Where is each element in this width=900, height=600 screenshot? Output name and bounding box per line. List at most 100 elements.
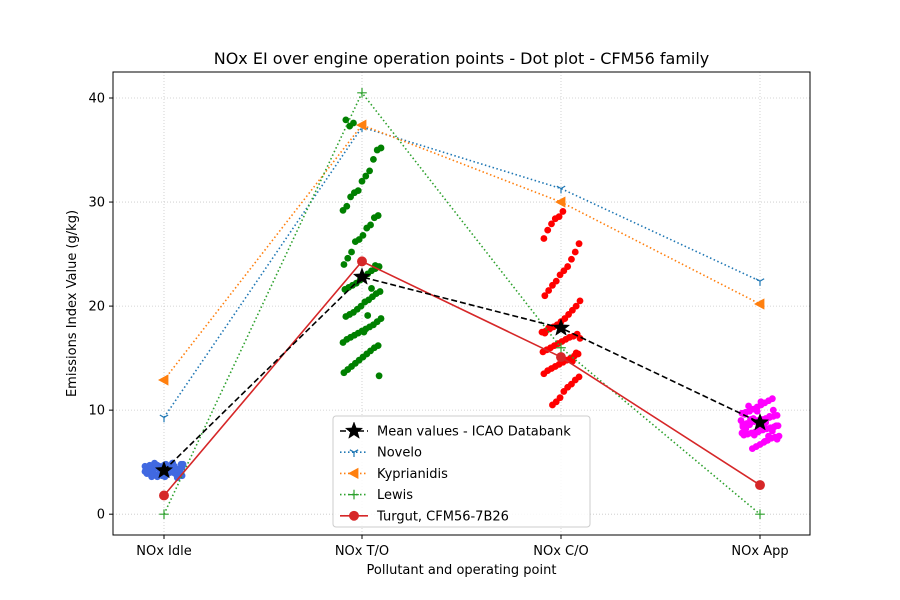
data-dot xyxy=(571,248,579,256)
data-point-marker xyxy=(755,278,765,286)
data-dot xyxy=(556,271,564,279)
data-dot xyxy=(541,292,549,300)
legend-label: Kyprianidis xyxy=(377,467,448,482)
data-point-marker xyxy=(159,509,169,519)
y-axis-label: Emissions Index Value (g/kg) xyxy=(65,210,80,397)
data-dot xyxy=(540,235,548,242)
data-dot xyxy=(769,406,777,414)
data-point-marker xyxy=(357,88,367,98)
data-dot xyxy=(360,328,368,336)
data-point-marker xyxy=(755,480,765,491)
data-dot xyxy=(539,348,547,356)
data-dot xyxy=(545,324,553,332)
series-line xyxy=(163,126,761,418)
data-dot xyxy=(551,215,559,223)
data-dot xyxy=(757,398,765,406)
data-dot xyxy=(364,312,372,319)
data-dot xyxy=(370,155,377,163)
data-dot xyxy=(362,172,370,180)
data-point-marker xyxy=(349,489,359,500)
data-dot xyxy=(575,240,583,248)
legend-box xyxy=(332,415,591,528)
data-point-marker xyxy=(556,185,566,194)
data-point-marker xyxy=(158,374,169,386)
series-line xyxy=(163,276,761,472)
data-dot xyxy=(340,369,348,377)
y-tick-label: 40 xyxy=(88,92,105,107)
x-tick-label: NOx App xyxy=(731,544,788,559)
data-dot xyxy=(152,460,159,468)
data-point-marker xyxy=(556,342,566,353)
y-tick-label: 10 xyxy=(88,404,105,419)
data-point-marker xyxy=(357,256,367,267)
data-dot xyxy=(568,255,575,263)
data-dot xyxy=(739,423,747,431)
legend-label: Novelo xyxy=(377,446,422,461)
series-markers xyxy=(154,88,770,519)
data-point-marker xyxy=(750,412,770,431)
data-point-marker xyxy=(349,449,359,457)
data-dot xyxy=(560,388,568,395)
x-axis-ticks: NOx Idle NOx T/O NOx C/O NOx App xyxy=(136,535,789,559)
data-dot xyxy=(339,339,347,346)
data-dot xyxy=(347,193,354,201)
data-dot xyxy=(346,122,354,130)
data-dot xyxy=(544,226,552,234)
data-dot xyxy=(540,370,548,378)
chart-title: NOx EI over engine operation points - Do… xyxy=(214,49,710,68)
data-dot xyxy=(342,313,350,320)
data-point-marker xyxy=(344,421,364,439)
data-dot xyxy=(549,401,556,409)
data-point-marker xyxy=(754,298,765,310)
x-tick-label: NOx Idle xyxy=(136,544,191,559)
series-line xyxy=(163,260,761,496)
legend-label: Lewis xyxy=(377,488,413,503)
dot-clusters xyxy=(141,116,783,482)
data-dot xyxy=(342,116,350,124)
series-line xyxy=(163,91,761,515)
data-dot xyxy=(768,427,776,435)
data-dot xyxy=(375,372,383,380)
data-dot xyxy=(541,329,549,337)
data-dot xyxy=(749,445,756,453)
data-dot xyxy=(351,238,359,245)
data-dot xyxy=(368,285,375,292)
data-dot xyxy=(559,208,567,215)
data-dot xyxy=(358,177,366,185)
data-dot xyxy=(373,146,381,154)
data-dot xyxy=(348,248,355,256)
legend-label: Mean values - ICAO Databank xyxy=(377,425,571,440)
series-line xyxy=(163,124,761,381)
data-point-marker xyxy=(556,352,566,363)
data-dot xyxy=(548,220,555,228)
data-dot xyxy=(773,435,781,443)
data-dot xyxy=(143,468,151,475)
data-dot xyxy=(766,412,773,420)
data-dot xyxy=(576,334,584,342)
data-point-marker xyxy=(551,318,571,336)
y-tick-label: 20 xyxy=(88,300,105,315)
data-dot xyxy=(344,254,352,262)
data-dot xyxy=(363,224,371,232)
data-dot xyxy=(572,349,580,357)
data-dot xyxy=(772,422,780,430)
data-point-marker xyxy=(755,509,765,519)
data-point-marker xyxy=(348,467,359,479)
data-point-marker xyxy=(555,196,566,208)
legend-label: Turgut, CFM56-7B26 xyxy=(376,509,509,524)
data-dot xyxy=(738,429,746,437)
data-dot xyxy=(765,432,772,440)
data-dot xyxy=(366,167,373,175)
series-lines xyxy=(163,91,761,515)
data-dot xyxy=(745,402,752,410)
x-tick-label: NOx C/O xyxy=(533,544,588,559)
data-dot xyxy=(750,431,758,439)
legend: Mean values - ICAO Databank Novelo Kyprian… xyxy=(332,415,591,528)
y-axis-ticks: 0 10 20 30 40 xyxy=(88,92,113,523)
data-dot xyxy=(576,297,584,305)
data-point-marker xyxy=(159,414,169,423)
data-dot xyxy=(753,407,761,415)
data-point-marker xyxy=(352,267,372,285)
data-dot xyxy=(339,206,347,214)
